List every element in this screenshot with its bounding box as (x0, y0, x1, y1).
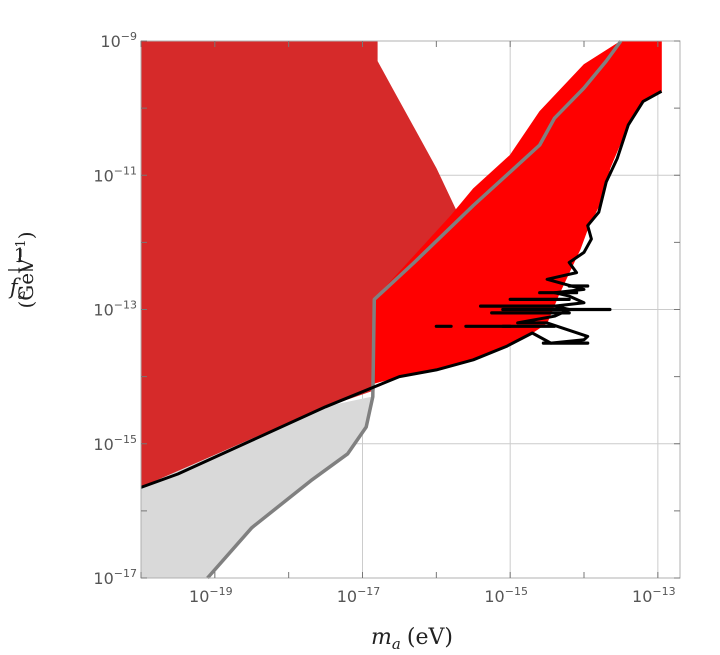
y-tick-label: 10−17 (93, 567, 137, 588)
x-axis-title: ma (eV) (371, 625, 453, 653)
y-axis-title-denominator: fa (8, 275, 26, 303)
black-boundary-curve (140, 89, 663, 489)
x-tick-label: 10−13 (632, 585, 676, 606)
curves (140, 39, 663, 580)
x-tick-label: 10−19 (189, 585, 233, 606)
x-tick-labels: 10−19 10−17 10−15 10−13 (189, 585, 676, 606)
y-axis-title: 1 fa (GeV−1) (8, 231, 38, 308)
minor-ticks (140, 40, 680, 579)
y-tick-label: 10−13 (93, 299, 137, 320)
x-tick-label: 10−15 (484, 585, 528, 606)
regions (140, 40, 662, 579)
y-axis-title-unit: (GeV−1) (14, 231, 38, 308)
y-tick-label: 10−9 (100, 30, 137, 51)
x-tick-label: 10−17 (337, 585, 381, 606)
y-axis-title-numerator: 1 (14, 243, 27, 267)
grey-boundary-curve (206, 39, 623, 580)
y-tick-label: 10−15 (93, 433, 137, 454)
y-tick-label: 10−11 (93, 164, 137, 185)
y-tick-labels: 10−17 10−15 10−13 10−11 10−9 (93, 30, 137, 588)
